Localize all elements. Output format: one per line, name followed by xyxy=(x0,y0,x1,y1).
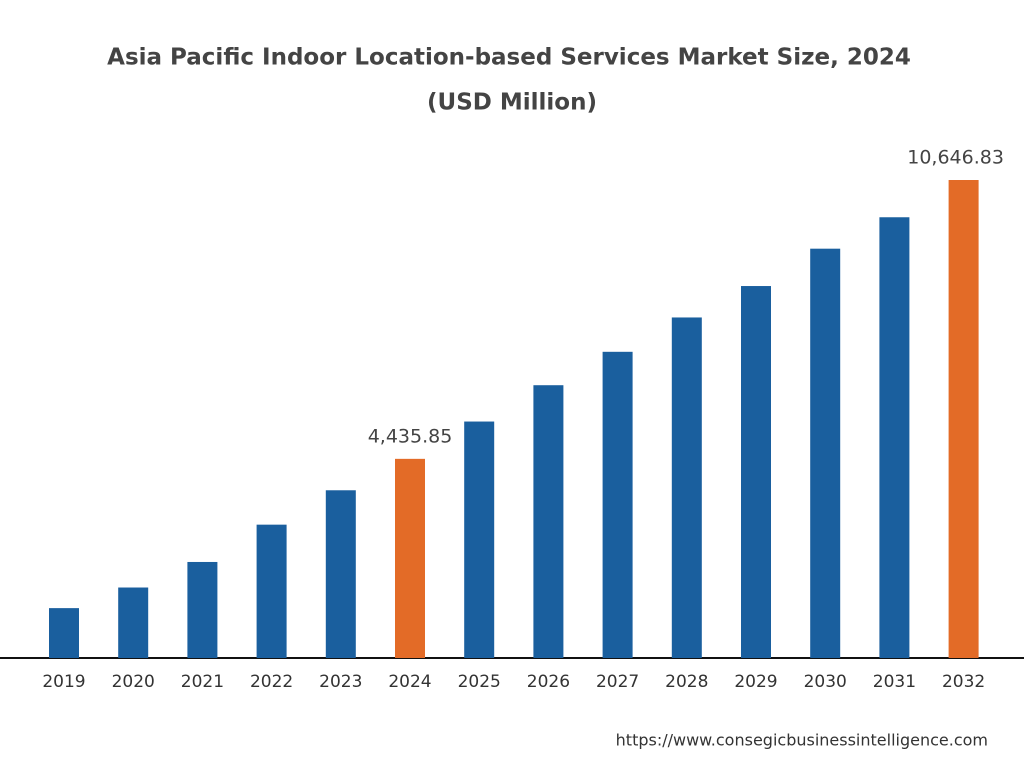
x-tick-label: 2029 xyxy=(734,672,777,692)
x-tick-label: 2024 xyxy=(388,672,431,692)
x-tick-label: 2020 xyxy=(112,672,155,692)
bar xyxy=(464,421,495,658)
bar xyxy=(49,608,79,658)
chart-title: Asia Pacific Indoor Location-based Servi… xyxy=(107,45,911,71)
chart-subtitle: (USD Million) xyxy=(427,90,597,116)
bar xyxy=(256,524,287,658)
bar xyxy=(810,248,841,659)
x-tick-label: 2023 xyxy=(319,672,362,692)
bar xyxy=(948,180,979,658)
x-tick-label: 2025 xyxy=(458,672,501,692)
x-tick-label: 2028 xyxy=(665,672,708,692)
x-tick-label: 2021 xyxy=(181,672,224,692)
bar xyxy=(187,561,218,658)
value-label: 10,646.83 xyxy=(907,147,1004,169)
x-tick-label: 2031 xyxy=(873,672,916,692)
x-tick-label: 2027 xyxy=(596,672,639,692)
bar xyxy=(602,351,633,658)
x-tick-label: 2022 xyxy=(250,672,293,692)
x-tick-label: 2030 xyxy=(804,672,847,692)
x-tick-label: 2026 xyxy=(527,672,570,692)
value-label: 4,435.85 xyxy=(368,425,453,447)
bar xyxy=(118,587,149,658)
bar xyxy=(741,286,771,658)
x-tick-label: 2019 xyxy=(42,672,85,692)
bar xyxy=(325,490,356,658)
bar xyxy=(533,385,564,658)
bar xyxy=(879,217,910,658)
x-tick-label: 2032 xyxy=(942,672,985,692)
source: https://www.consegicbusinessintelligence… xyxy=(616,731,988,750)
bar xyxy=(671,317,702,658)
bar xyxy=(395,458,425,658)
